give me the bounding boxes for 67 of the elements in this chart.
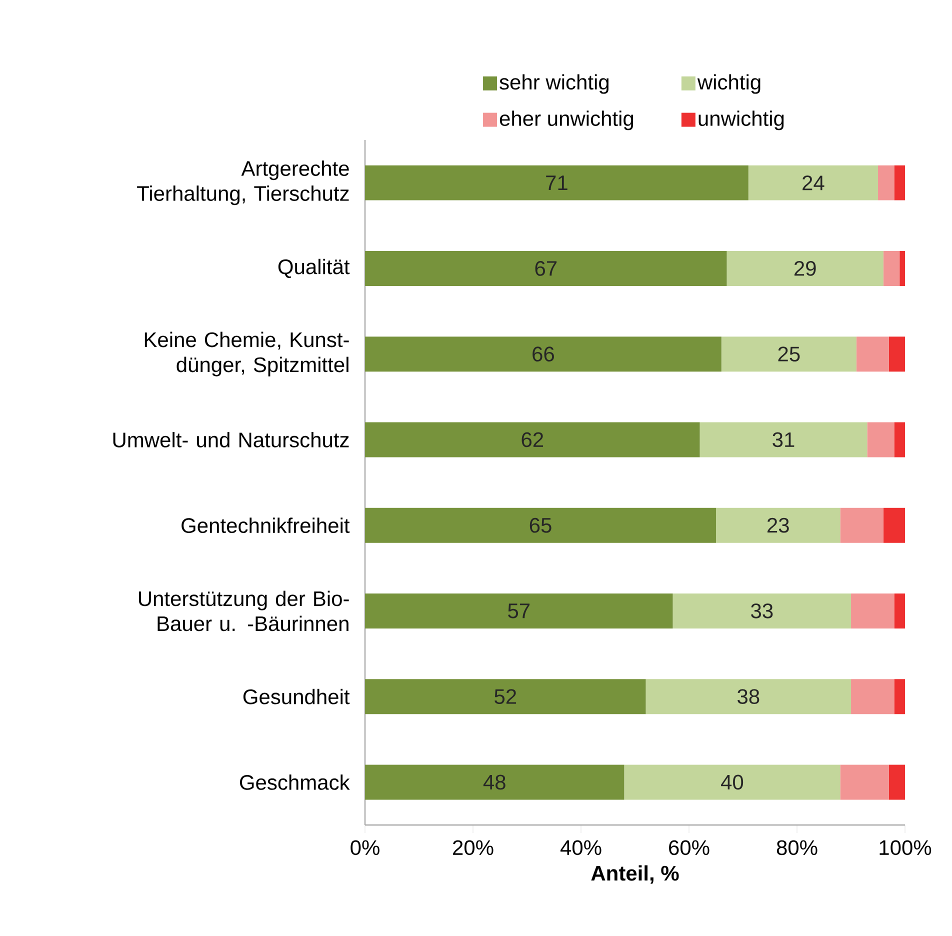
bar xyxy=(894,593,906,628)
bar xyxy=(365,764,624,800)
legend-label: unwichtig xyxy=(698,110,784,130)
bar xyxy=(748,165,878,200)
data-label: 52 xyxy=(494,689,516,704)
data-label: 31 xyxy=(772,432,794,448)
bar xyxy=(365,250,727,286)
bar xyxy=(883,508,906,543)
data-label: 23 xyxy=(767,518,789,533)
data-label: 25 xyxy=(778,346,800,362)
bar xyxy=(365,508,716,543)
data-label: 38 xyxy=(738,689,760,704)
bar xyxy=(672,593,852,628)
bar xyxy=(888,764,906,800)
legend-label: eher unwichtig xyxy=(500,110,634,130)
x-tick-label: 20% xyxy=(453,840,494,856)
bar xyxy=(900,250,906,286)
y-tick-label: Keine Chemie, Kunst-dünger, Spitzmittel xyxy=(144,332,349,376)
bar xyxy=(878,165,894,200)
bar xyxy=(867,422,894,458)
x-tick-label: 40% xyxy=(560,840,602,856)
data-label: 65 xyxy=(530,518,552,533)
bar xyxy=(851,593,894,628)
bar xyxy=(365,422,700,458)
bar xyxy=(365,336,722,372)
bar xyxy=(700,422,868,458)
bar xyxy=(840,508,884,543)
data-label: 57 xyxy=(508,604,530,618)
x-tick-label: 0% xyxy=(350,840,380,856)
bar xyxy=(856,336,889,372)
bar xyxy=(721,336,856,372)
bar xyxy=(624,764,840,800)
bar xyxy=(840,764,889,800)
legend-label: sehr wichtig xyxy=(500,74,609,94)
data-label: 29 xyxy=(794,261,816,276)
data-label: 33 xyxy=(751,604,773,618)
bar xyxy=(646,679,852,714)
x-tick-label: 60% xyxy=(669,840,710,856)
legend-label: wichtig xyxy=(697,74,760,94)
y-tick-label: Geschmack xyxy=(240,774,350,790)
bar xyxy=(894,679,906,714)
y-tick-label: Unterstützung der Bio-Bauer u. -Bäurinnen xyxy=(138,590,349,632)
bar xyxy=(365,165,748,200)
y-tick-label: Gesundheit xyxy=(243,688,350,704)
data-label: 62 xyxy=(522,432,544,448)
y-tick-label: Gentechnikfreiheit xyxy=(182,518,350,534)
y-tick-label: Umwelt- und Naturschutz xyxy=(113,432,349,448)
x-tick-label: 100% xyxy=(880,840,932,856)
bar xyxy=(726,250,884,286)
bar xyxy=(716,508,840,543)
bar xyxy=(883,250,900,286)
bar xyxy=(365,593,673,628)
data-label: 66 xyxy=(532,346,554,362)
data-label: 67 xyxy=(535,261,557,276)
x-tick-label: 80% xyxy=(776,840,818,856)
data-label: 71 xyxy=(546,176,568,190)
bar xyxy=(365,679,646,714)
bar xyxy=(851,679,894,714)
bar xyxy=(894,422,906,458)
data-label: 48 xyxy=(483,774,506,790)
bar xyxy=(894,165,906,200)
data-label: 40 xyxy=(721,774,744,790)
y-tick-label: Qualität xyxy=(278,258,350,278)
x-axis-title: Anteil, % xyxy=(591,865,679,884)
data-label: 24 xyxy=(802,175,824,190)
bar xyxy=(888,336,906,372)
y-tick-label: Artgerechte Tierhaltung, Tierschutz xyxy=(137,160,349,206)
